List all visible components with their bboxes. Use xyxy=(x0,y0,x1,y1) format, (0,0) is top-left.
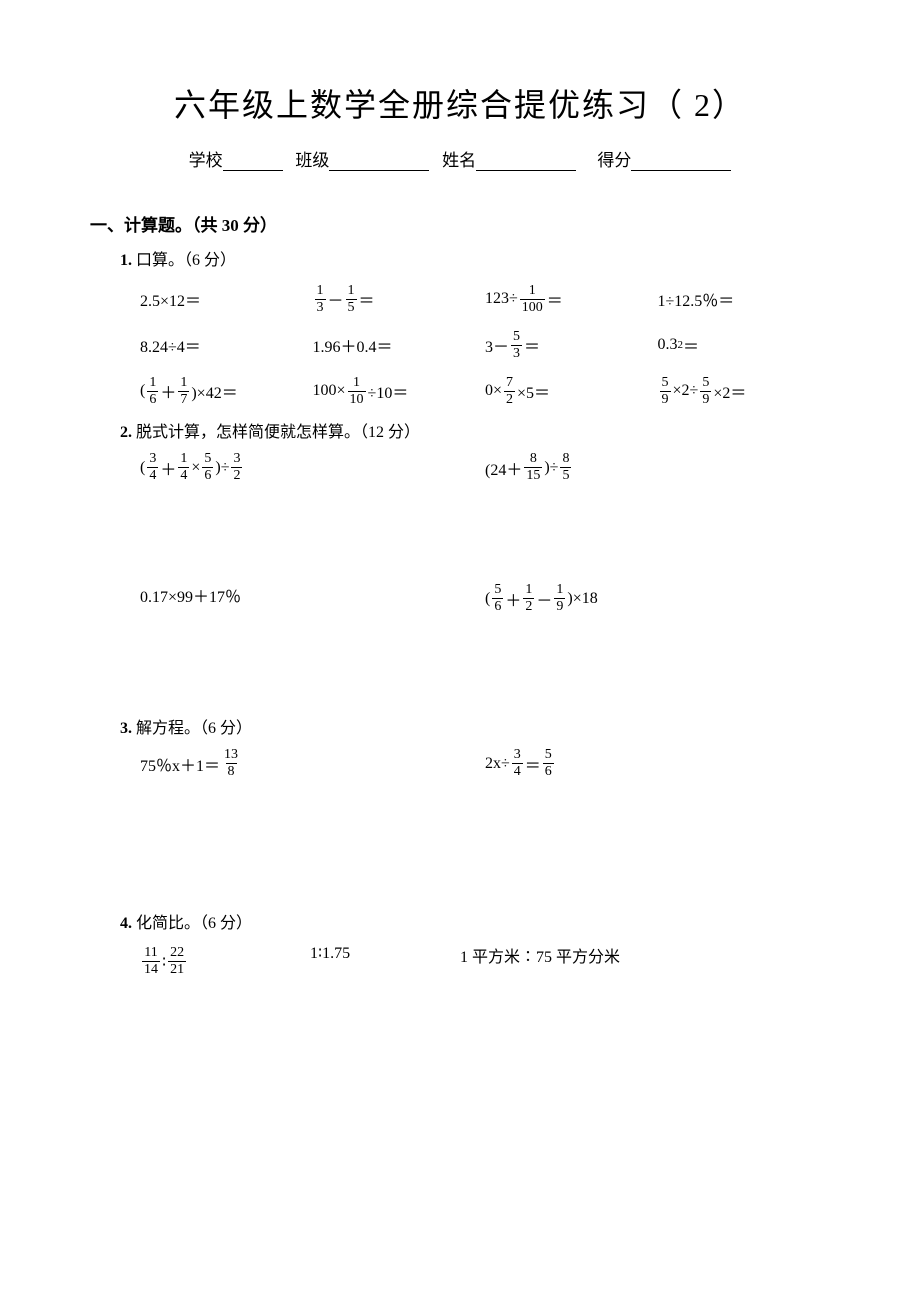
mental-row-2: 8.24÷4＝ 1.96＋0.4＝ 3－ 53 ＝ 0.32＝ xyxy=(140,326,830,364)
sub3-num: 3. xyxy=(120,720,132,737)
subsection-1: 1. 口算。（6 分） xyxy=(120,246,830,270)
problem: 1.96＋0.4＝ xyxy=(313,333,486,357)
expr: 1 平方米∶75 平方分米 xyxy=(460,943,620,967)
problem: ( 16 ＋ 17 )×42＝ xyxy=(140,376,313,407)
calc-row-2: 0.17×99＋17％ ( 56 ＋ 12 － 19 )×18 xyxy=(140,583,830,614)
expr: 0.32＝ xyxy=(658,333,700,357)
school-blank[interactable] xyxy=(223,153,283,171)
problem: 2x÷ 34 ＝ 56 xyxy=(485,748,830,779)
expr: 1÷12.5％＝ xyxy=(658,287,735,311)
problem: 0× 72 ×5＝ xyxy=(485,376,658,407)
problem: 1∶1.75 xyxy=(310,943,460,977)
problem: 3－ 53 ＝ xyxy=(485,330,658,361)
expr: 1114 ∶ 2221 xyxy=(140,946,188,977)
sub1-text: 口算。（6 分） xyxy=(136,252,236,269)
expr: 1.96＋0.4＝ xyxy=(313,333,393,357)
mental-row-3: ( 16 ＋ 17 )×42＝ 100× 110 ÷10＝ 0× 72 ×5＝ … xyxy=(140,372,830,410)
problem: (24＋ 815 )÷ 85 xyxy=(485,452,830,483)
expr: ( 16 ＋ 17 )×42＝ xyxy=(140,376,238,407)
problem: 1 平方米∶75 平方分米 xyxy=(460,943,830,977)
section-1-heading: 一、计算题。（共 30 分） xyxy=(90,211,830,236)
equation-row: 75％x＋1＝ 138 2x÷ 34 ＝ 56 xyxy=(140,748,830,779)
problem: 1÷12.5％＝ xyxy=(658,287,831,311)
sub1-num: 1. xyxy=(120,252,132,269)
problem: 1114 ∶ 2221 xyxy=(140,943,310,977)
subsection-3: 3. 解方程。（6 分） xyxy=(120,714,830,738)
expr: 100× 110 ÷10＝ xyxy=(313,376,409,407)
problem: ( 34 ＋ 14 × 56 )÷ 32 xyxy=(140,452,485,483)
sub2-text: 脱式计算，怎样简便就怎样算。（12 分） xyxy=(136,424,420,441)
problem: 2.5×12＝ xyxy=(140,287,313,311)
problem: 0.32＝ xyxy=(658,333,831,357)
sub3-text: 解方程。（6 分） xyxy=(136,720,252,737)
expr: 59 ×2÷ 59 ×2＝ xyxy=(658,376,747,407)
expr: 123÷ 1100 ＝ xyxy=(485,284,563,315)
class-label: 班级 xyxy=(295,151,329,170)
expr: ( 34 ＋ 14 × 56 )÷ 32 xyxy=(140,452,244,483)
expr: ( 56 ＋ 12 － 19 )×18 xyxy=(485,583,598,614)
mental-row-1: 2.5×12＝ 13 － 15 ＝ 123÷ 1100 ＝ 1÷12.5％＝ xyxy=(140,280,830,318)
school-label: 学校 xyxy=(189,151,223,170)
problem: 123÷ 1100 ＝ xyxy=(485,284,658,315)
header-fields: 学校 班级 姓名 得分 xyxy=(90,146,830,171)
expr: 8.24÷4＝ xyxy=(140,333,201,357)
expr: 3－ 53 ＝ xyxy=(485,330,540,361)
sub4-num: 4. xyxy=(120,915,132,932)
sub2-num: 2. xyxy=(120,424,132,441)
expr: 2x÷ 34 ＝ 56 xyxy=(485,748,556,779)
expr: 75％x＋1＝ 138 xyxy=(140,748,242,779)
expr: 13 － 15 ＝ xyxy=(313,284,375,315)
calc-row-1: ( 34 ＋ 14 × 56 )÷ 32 (24＋ 815 )÷ 85 xyxy=(140,452,830,483)
problem: 13 － 15 ＝ xyxy=(313,284,486,315)
subsection-2: 2. 脱式计算，怎样简便就怎样算。（12 分） xyxy=(120,418,830,442)
name-label: 姓名 xyxy=(442,151,476,170)
problem: ( 56 ＋ 12 － 19 )×18 xyxy=(485,583,830,614)
score-blank[interactable] xyxy=(631,153,731,171)
sub4-text: 化简比。（6 分） xyxy=(136,915,252,932)
page-title: 六年级上数学全册综合提优练习（ 2） xyxy=(90,80,830,126)
problem: 8.24÷4＝ xyxy=(140,333,313,357)
score-label: 得分 xyxy=(597,151,631,170)
problem: 75％x＋1＝ 138 xyxy=(140,748,485,779)
problem: 59 ×2÷ 59 ×2＝ xyxy=(658,376,831,407)
class-blank[interactable] xyxy=(329,153,429,171)
expr: 0× 72 ×5＝ xyxy=(485,376,550,407)
problem: 0.17×99＋17％ xyxy=(140,583,485,607)
expr: 0.17×99＋17％ xyxy=(140,583,241,607)
expr: 2.5×12＝ xyxy=(140,287,201,311)
ratio-row: 1114 ∶ 2221 1∶1.75 1 平方米∶75 平方分米 xyxy=(140,943,830,977)
subsection-4: 4. 化简比。（6 分） xyxy=(120,909,830,933)
name-blank[interactable] xyxy=(476,153,576,171)
expr: 1∶1.75 xyxy=(310,943,350,963)
problem: 100× 110 ÷10＝ xyxy=(313,376,486,407)
expr: (24＋ 815 )÷ 85 xyxy=(485,452,573,483)
